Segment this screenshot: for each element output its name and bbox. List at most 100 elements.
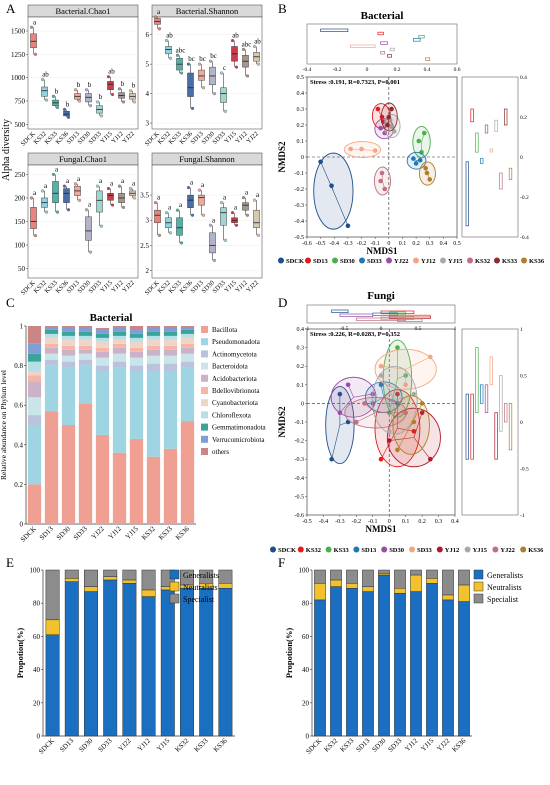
marginal-box xyxy=(484,124,489,134)
data-point xyxy=(84,208,89,212)
bar-segment xyxy=(61,326,76,328)
data-point xyxy=(66,208,71,212)
bar-segment xyxy=(27,397,42,416)
chart-title: Bacterial xyxy=(90,312,133,324)
legend-label: Bacillota xyxy=(212,326,238,334)
data-point xyxy=(110,203,115,207)
y-axis-label: Relative abundance on Phylum level xyxy=(0,370,8,480)
legend-label: Neutralists xyxy=(183,583,218,592)
bar-segment xyxy=(78,335,93,340)
box xyxy=(242,202,249,211)
y-tick-label: 60 xyxy=(302,633,310,641)
data-point xyxy=(164,39,169,43)
right-tick-label: -0.2 xyxy=(520,195,529,201)
y-tick-label: 1 xyxy=(20,323,24,331)
bar-segment xyxy=(394,588,406,594)
spider-line xyxy=(353,393,373,398)
data-point xyxy=(219,201,224,205)
x-tick-label: -0.2 xyxy=(352,519,362,525)
significance-letter: b xyxy=(88,81,92,89)
y-tick-label: 3.5 xyxy=(140,192,149,200)
data-point xyxy=(157,233,162,237)
bar-segment xyxy=(141,569,156,591)
y-tick-label: 6 xyxy=(146,31,150,39)
y-axis-label: Propotion(%) xyxy=(284,628,294,679)
y-axis-label: Alpha diversity xyxy=(1,119,12,181)
bar-segment xyxy=(45,634,60,737)
bar-segment xyxy=(330,579,342,587)
marginal-box xyxy=(418,35,425,39)
bar-segment xyxy=(78,339,93,346)
top-tick-label: -1 xyxy=(305,326,310,332)
legend-label: Generalists xyxy=(487,571,523,580)
y-tick-label: 100 xyxy=(15,242,26,250)
significance-letter: b xyxy=(66,100,70,108)
bar-segment xyxy=(61,345,76,350)
bar-segment xyxy=(64,569,79,579)
bar-segment xyxy=(180,361,195,368)
significance-letter: ab xyxy=(254,37,261,45)
spider-line xyxy=(405,356,431,370)
bar-segment xyxy=(180,327,195,330)
x-axis-label: NMDS1 xyxy=(366,524,397,534)
data-point xyxy=(378,382,384,388)
data-point xyxy=(73,182,78,186)
series-SD33 xyxy=(374,314,493,390)
legend-swatch xyxy=(201,411,208,419)
significance-letter: bc xyxy=(188,55,195,63)
bar-segment xyxy=(27,361,42,372)
top-tick-label: 0.6 xyxy=(454,67,461,73)
marginal-box xyxy=(465,161,469,227)
x-tick-label: YJ22 xyxy=(435,736,451,752)
spider-line xyxy=(380,375,395,401)
bar-segment xyxy=(61,339,76,346)
bar-segment xyxy=(346,569,358,584)
legend-swatch xyxy=(201,387,208,394)
marginal-box xyxy=(389,47,395,52)
legend-swatch xyxy=(359,257,365,264)
bar-segment xyxy=(458,584,470,602)
data-point xyxy=(389,106,394,112)
data-point xyxy=(375,106,381,112)
y-tick-label: 3 xyxy=(146,120,150,128)
x-tick-label: YJ22 xyxy=(121,279,136,294)
series-SD30 xyxy=(330,313,489,418)
bar-segment xyxy=(129,371,144,439)
bar-segment xyxy=(78,331,93,336)
data-point xyxy=(55,210,60,214)
marginal-box xyxy=(484,384,489,414)
bar-segment xyxy=(129,365,144,372)
significance-letter: a xyxy=(179,201,183,209)
top-tick-label: -0.2 xyxy=(333,67,342,73)
x-tick-label: YJ12 xyxy=(107,524,123,540)
x-tick-label: 0.3 xyxy=(435,519,443,525)
significance-letter: a xyxy=(110,180,114,188)
box xyxy=(41,86,48,97)
y-tick-label: 0.8 xyxy=(14,362,23,370)
x-tick-label: YJ22 xyxy=(117,736,133,752)
bar-segment xyxy=(129,438,144,524)
legend-label: Generalists xyxy=(183,571,219,580)
data-point xyxy=(329,456,334,462)
marginal-box xyxy=(508,403,513,451)
marginal-box xyxy=(387,54,392,58)
data-point xyxy=(121,100,126,104)
x-tick-label: 0.4 xyxy=(451,519,459,525)
x-tick-label: -0.1 xyxy=(368,519,378,525)
bar-segment xyxy=(426,578,438,584)
data-point xyxy=(175,208,180,212)
y-tick-label: 5 xyxy=(146,61,150,69)
bar-segment xyxy=(163,345,178,350)
legend-swatch xyxy=(201,448,208,455)
data-point xyxy=(219,71,224,75)
bar-segment xyxy=(95,327,110,330)
data-point xyxy=(403,410,408,416)
bar-segment xyxy=(45,619,60,635)
data-point xyxy=(40,77,45,82)
spider-line xyxy=(333,191,349,226)
significance-letter: c xyxy=(223,64,226,72)
x-tick-label: 0.2 xyxy=(418,519,426,525)
bar-segment xyxy=(394,592,406,737)
legend: Bacillota Pseudomonadota Actinomycetota Bac… xyxy=(201,326,267,456)
